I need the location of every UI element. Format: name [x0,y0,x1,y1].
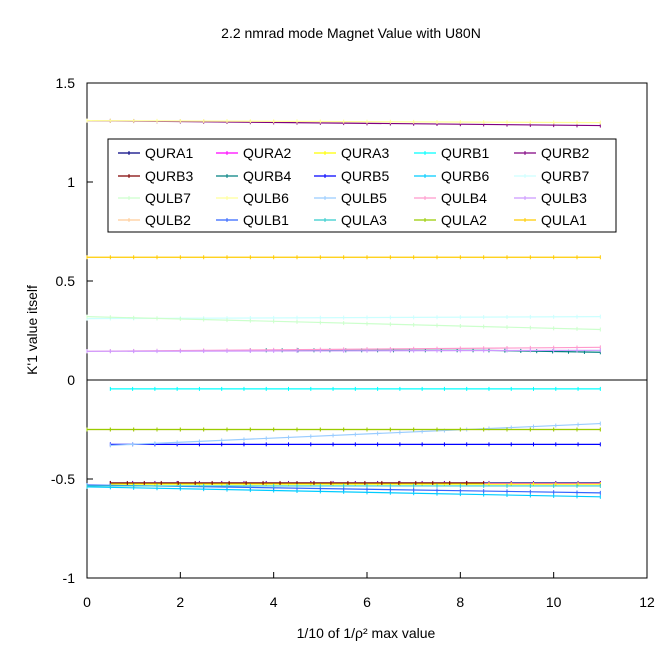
x-axis-ticks: 0 2 4 6 8 10 12 [83,572,655,610]
y-tick-label: 1.5 [56,75,76,91]
legend: QURA1 QURA2 QURA3 QURB1 QURB2 QURB3 QURB4 QURB5… [118,145,589,228]
legend-label: QULB2 [145,212,191,228]
series-qula1 [86,255,601,260]
x-tick-label: 4 [270,594,278,610]
y-tick-label: 0.5 [56,273,76,289]
legend-item-qurb3: QURB3 [118,168,193,184]
legend-item-qula2: QULA2 [414,212,487,228]
legend-item-qura3: QURA3 [314,145,389,161]
x-tick-label: 2 [176,594,184,610]
legend-label: QURB3 [145,168,193,184]
legend-label: QURA2 [243,145,291,161]
legend-label: QURA1 [145,145,193,161]
x-tick-label: 12 [639,594,655,610]
legend-label: QULB1 [243,212,289,228]
legend-label: QULA1 [541,212,587,228]
x-tick-label: 6 [363,594,371,610]
legend-label: QURB6 [441,168,489,184]
series-qulb7 [86,314,601,332]
x-tick-label: 0 [83,594,91,610]
legend-item-qurb6: QURB6 [414,168,489,184]
chart-title: 2.2 nmrad mode Magnet Value with U80N [221,25,481,41]
legend-item-qurb5: QURB5 [314,168,389,184]
legend-item-qura1: QURA1 [118,145,193,161]
legend-item-qula1: QULA1 [514,212,587,228]
legend-label: QULB5 [341,190,387,206]
legend-label: QULA2 [441,212,487,228]
series-qurb1 [109,386,601,391]
y-axis-title: K'1 value itself [24,285,40,375]
legend-item-qulb4: QULB4 [414,190,487,206]
x-tick-label: 8 [456,594,464,610]
y-tick-label: -0.5 [51,471,75,487]
series-qurb5 [109,442,601,447]
y-axis-ticks: -1 -0.5 0 0.5 1 1.5 [51,75,93,586]
legend-item-qulb5: QULB5 [314,190,387,206]
legend-label: QULB7 [145,190,191,206]
legend-item-qurb1: QURB1 [414,145,489,161]
series-qula3 [86,483,601,488]
series-layer [86,118,601,499]
legend-label: QURB4 [243,168,291,184]
legend-label: QURB2 [541,145,589,161]
series-qula2 [86,427,601,432]
legend-box [107,138,617,233]
legend-item-qulb1: QULB1 [216,212,289,228]
legend-item-qulb2: QULB2 [118,212,191,228]
legend-item-qurb2: QURB2 [514,145,589,161]
legend-item-qurb4: QURB4 [216,168,291,184]
legend-label: QULB4 [441,190,487,206]
series-qulb6 [86,118,601,125]
y-tick-label: -1 [63,570,76,586]
y-tick-label: 1 [67,174,75,190]
legend-label: QURB5 [341,168,389,184]
series-qulb3 [86,348,601,354]
legend-item-qulb6: QULB6 [216,190,289,206]
x-axis-title: 1/10 of 1/ρ² max value [297,625,436,641]
y-tick-label: 0 [67,372,75,388]
legend-label: QULB3 [541,190,587,206]
legend-label: QURA3 [341,145,389,161]
legend-label: QURB7 [541,168,589,184]
legend-item-qulb3: QULB3 [514,190,587,206]
legend-item-qulb7: QULB7 [118,190,191,206]
legend-item-qula3: QULA3 [314,212,387,228]
legend-item-qura2: QURA2 [216,145,291,161]
legend-label: QULA3 [341,212,387,228]
legend-item-qurb7: QURB7 [514,168,589,184]
x-tick-label: 10 [546,594,562,610]
legend-label: QURB1 [441,145,489,161]
legend-label: QULB6 [243,190,289,206]
